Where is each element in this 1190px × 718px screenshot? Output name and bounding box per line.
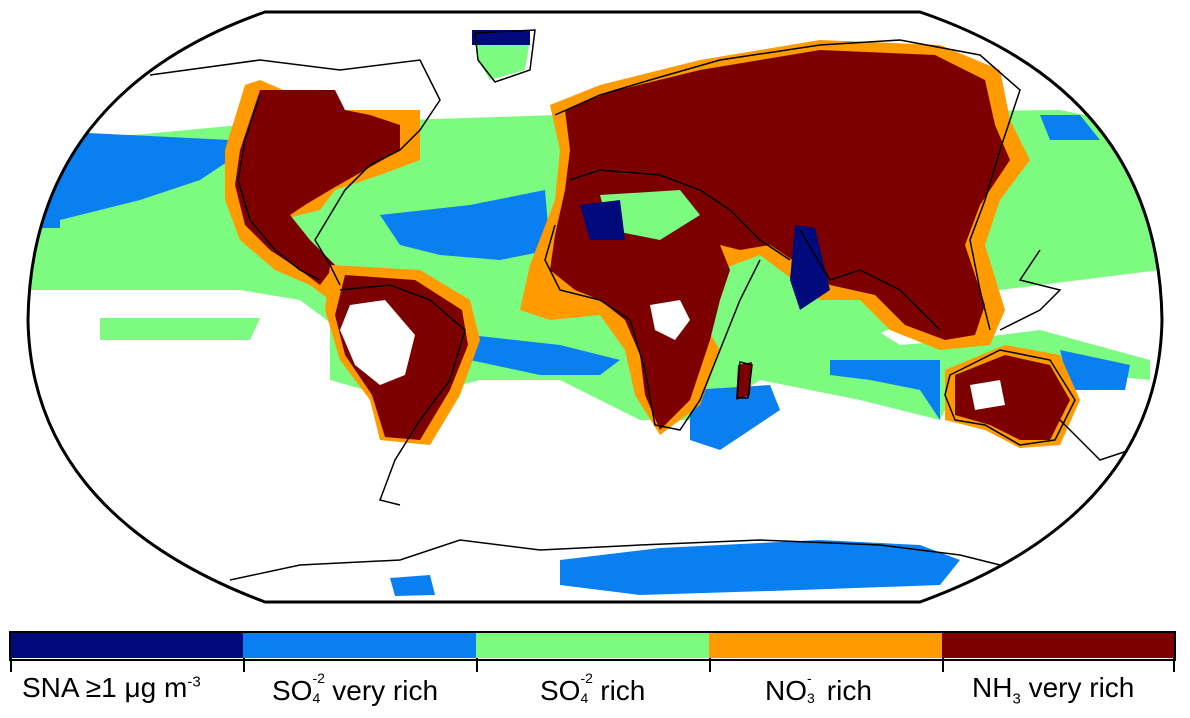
globe-outline xyxy=(26,10,1164,604)
so4-very-rich-epac xyxy=(1060,350,1130,390)
legend-swatch-sna xyxy=(10,632,243,658)
sna-sahara xyxy=(580,200,625,240)
legend-swatch-nh3-very-rich xyxy=(942,632,1175,658)
legend-swatch-so4-very-rich xyxy=(243,632,476,658)
none-amazon xyxy=(340,300,415,385)
colorbar-frame xyxy=(9,631,1176,661)
none-australia xyxy=(970,380,1005,410)
sna-arabia xyxy=(790,225,830,310)
legend-label-so4-very-rich: SO -2 4 very rich xyxy=(272,670,439,706)
coastlines xyxy=(149,29,1131,581)
colorbar-legend: SNA ≥1 μg m-3 SO -2 4 very rich SO -2 4 rich… xyxy=(9,631,1176,712)
so4-very-rich-aus xyxy=(830,360,940,420)
legend-label-so4-rich: SO -2 4 rich xyxy=(540,670,646,706)
so4-very-rich-sind xyxy=(690,385,780,450)
legend-tick xyxy=(10,658,12,672)
legend-tick xyxy=(709,658,711,672)
legend-swatch-so4-rich xyxy=(476,632,709,658)
so4-very-rich-satl xyxy=(470,335,620,375)
nh3-north-america xyxy=(235,90,400,285)
so4-mediterranean xyxy=(600,190,700,240)
sna-greenland xyxy=(472,30,530,45)
world-map xyxy=(26,10,1164,604)
so4-very-rich-npac xyxy=(28,130,230,228)
legend-tick xyxy=(476,658,478,672)
legend-tick xyxy=(1173,658,1175,672)
so4-very-rich-natl xyxy=(380,190,550,260)
so4-very-rich-npac-east xyxy=(1040,115,1100,140)
so4-rich-patch-westpac xyxy=(100,318,260,340)
legend-tick xyxy=(243,658,245,672)
legend-label-no3-rich: NO -3 rich xyxy=(765,670,872,706)
so4-very-rich-antarctic xyxy=(560,540,960,595)
legend-label-nh3-very-rich: NH3 very rich xyxy=(972,672,1135,708)
nh3-madagascar xyxy=(736,362,752,400)
so4-very-rich-antarctic-w xyxy=(390,575,435,596)
none-congo xyxy=(650,300,690,340)
nh3-australia xyxy=(955,355,1070,440)
legend-tick xyxy=(942,658,944,672)
legend-swatch-no3-rich xyxy=(709,632,942,658)
legend-label-sna: SNA ≥1 μg m-3 xyxy=(22,672,201,703)
so4-greenland xyxy=(475,35,530,80)
